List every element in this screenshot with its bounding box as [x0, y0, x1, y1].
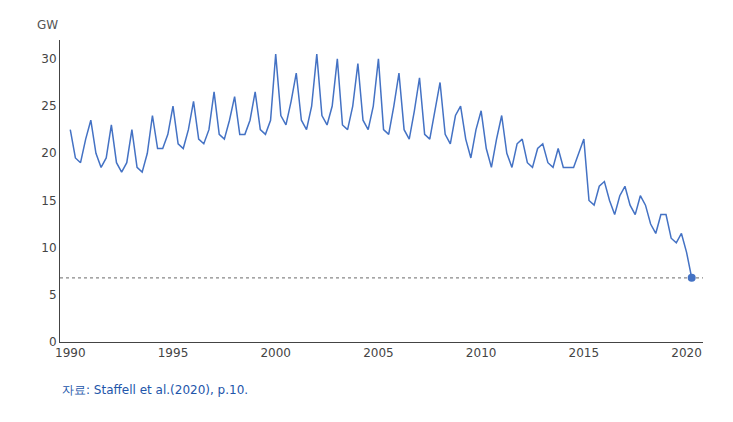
svg-text:1995: 1995	[158, 346, 189, 360]
svg-text:1990: 1990	[55, 346, 86, 360]
svg-text:30: 30	[41, 52, 56, 66]
svg-text:GW: GW	[37, 18, 58, 32]
svg-text:2015: 2015	[569, 346, 600, 360]
svg-text:2020: 2020	[671, 346, 702, 360]
svg-text:5: 5	[49, 288, 57, 302]
svg-text:0: 0	[49, 335, 57, 349]
svg-text:10: 10	[41, 241, 56, 255]
svg-text:2010: 2010	[466, 346, 497, 360]
svg-text:2005: 2005	[363, 346, 394, 360]
svg-text:2000: 2000	[260, 346, 291, 360]
svg-text:20: 20	[41, 146, 56, 160]
svg-text:자료: Staffell et al.(2020), p.1: 자료: Staffell et al.(2020), p.10.	[62, 383, 248, 397]
svg-text:25: 25	[41, 99, 56, 113]
svg-text:15: 15	[41, 194, 56, 208]
